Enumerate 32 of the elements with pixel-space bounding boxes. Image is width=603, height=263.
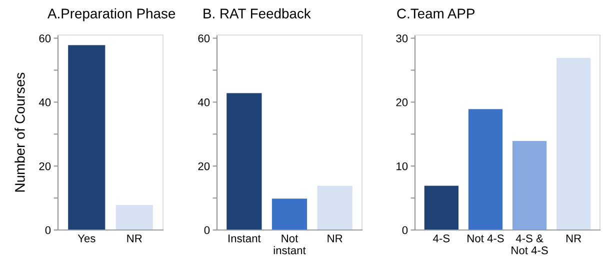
x-tick-label: Yes (78, 234, 96, 242)
y-tick-label: 20 (396, 98, 408, 106)
y-tick-label: 0 (402, 226, 408, 234)
x-tick-label: Instant (228, 234, 261, 242)
y-tick-label: 40 (38, 98, 51, 106)
y-tick-label: 40 (198, 98, 210, 106)
x-tick-label: 4-S (433, 234, 450, 242)
y-tick-label: 20 (39, 162, 51, 170)
x-tick-label: Not 4-S (468, 234, 504, 242)
y-tick-label: 30 (396, 34, 408, 42)
bar (511, 140, 548, 230)
y-axis-title: Number of Courses (14, 72, 25, 192)
chart-title: A.Preparation Phase (48, 8, 176, 22)
y-tick-label: 60 (198, 34, 210, 42)
bar (467, 108, 504, 230)
bar (316, 184, 354, 230)
bar (555, 56, 592, 230)
x-tick-label: 4-S & Not 4-S (512, 234, 548, 254)
chart-title: C.Team APP (397, 8, 474, 18)
y-tick-label: 20 (198, 162, 210, 170)
chart-title: B. RAT Feedback (204, 8, 311, 18)
y-tick-label: 0 (204, 226, 210, 234)
y-tick-label: 0 (45, 226, 51, 234)
bar (423, 184, 460, 230)
y-tick-label: 60 (39, 34, 51, 42)
x-tick-label: Not instant (274, 234, 306, 254)
x-tick-label: NR (566, 234, 582, 242)
y-tick-label: 10 (396, 162, 408, 170)
bar (226, 92, 263, 230)
x-tick-label: NR (328, 234, 342, 242)
x-tick-label: NR (127, 234, 142, 242)
bar (270, 197, 308, 230)
